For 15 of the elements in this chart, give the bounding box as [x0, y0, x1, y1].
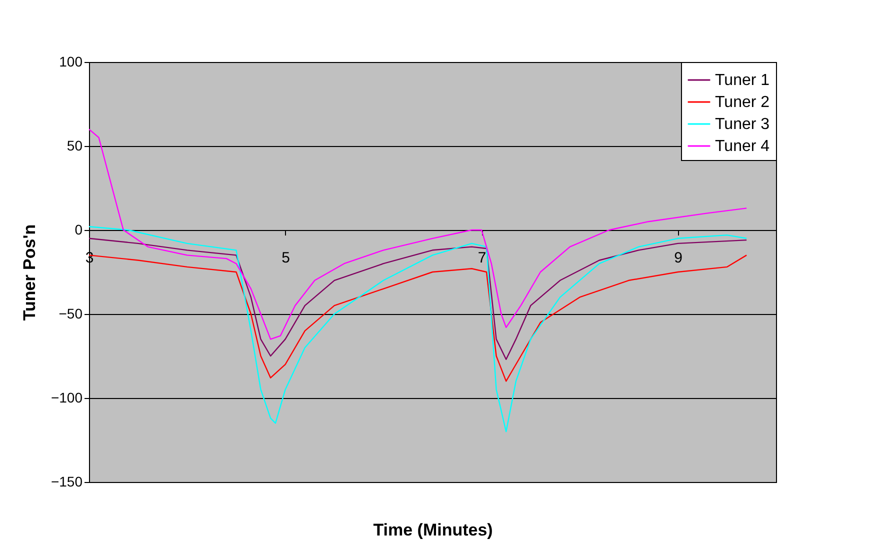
y-axis-title: Tuner Pos'n	[20, 224, 39, 321]
legend-label: Tuner 2	[715, 94, 770, 111]
x-tick-label: 7	[478, 250, 486, 266]
y-tick-label: 50	[66, 138, 83, 154]
y-tick-label: 100	[59, 54, 83, 70]
x-tick-label: 5	[282, 250, 290, 266]
x-axis-title: Time (Minutes)	[373, 520, 493, 540]
legend-label: Tuner 1	[715, 72, 770, 89]
legend-label: Tuner 3	[715, 116, 770, 133]
y-tick-label: −150	[50, 474, 83, 490]
y-tick-label: −50	[58, 306, 83, 322]
y-tick-label: 0	[74, 222, 83, 238]
y-tick-label: −100	[50, 390, 83, 406]
x-tick-label: 9	[674, 250, 683, 266]
legend-label: Tuner 4	[715, 138, 770, 155]
